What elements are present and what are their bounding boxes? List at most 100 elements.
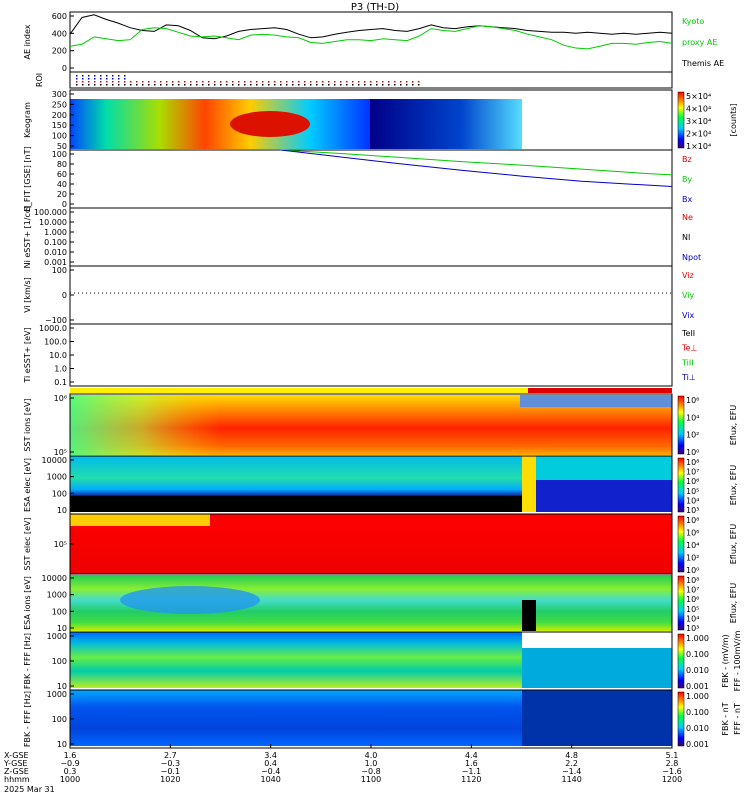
bfit-legend-item: By	[682, 175, 692, 184]
ae-series-0	[69, 14, 673, 40]
x-axis-row-label: Z-GSE	[4, 767, 29, 776]
ae-ylabel: AE index	[23, 24, 32, 59]
roi-dot	[316, 81, 318, 83]
roi-dot	[316, 84, 318, 86]
roi-dot	[310, 84, 312, 86]
x-axis-tick-z: −1.4	[562, 767, 581, 776]
fbk_fff-colorbar-tick: 0.100	[686, 650, 709, 659]
fbk2-right	[522, 690, 672, 746]
esa_e-colorbar-tick: 10⁴	[686, 496, 699, 505]
sst_e-ylabel: SST elec [eV]	[23, 517, 32, 570]
esa_i-colorbar-tick: 10⁷	[686, 586, 699, 595]
ni-legend-item: Ne	[682, 213, 693, 222]
ti-ytick-label: 100.0	[44, 338, 67, 347]
fbk-right-top	[522, 632, 672, 648]
x-axis-tick-y: 0.4	[264, 759, 277, 768]
esa_i-ytick-label: 10	[57, 624, 67, 633]
bfit-ytick-label: 20	[57, 190, 67, 199]
roi-dot	[94, 78, 96, 80]
sst_e-ytick-label: 10⁵	[54, 540, 67, 549]
sst_e-colorbar-tick: 10⁰	[686, 566, 699, 575]
roi-dot	[100, 84, 102, 86]
esa-elec-right-low	[536, 480, 672, 512]
esa_e-colorbar-tick: 10⁸	[686, 458, 699, 467]
ni-frame	[69, 207, 673, 267]
fbk_fff2-ytick-label: 1000	[47, 690, 67, 699]
roi-dot	[250, 81, 252, 83]
roi-dot	[118, 78, 120, 80]
roi-dot	[280, 84, 282, 86]
ae-legend-item: Themis AE	[681, 59, 724, 68]
sst_i-colorbar-label: Eflux, EFU	[729, 405, 738, 446]
roi-dot	[100, 81, 102, 83]
sst_e-colorbar-tick: 10²	[686, 554, 699, 563]
keogram-colorbar-tick: 5×10⁴	[686, 92, 711, 101]
bfit-ylabel: B_FIT [GSE] [nT]	[23, 146, 32, 211]
roi-dot	[166, 84, 168, 86]
fbk_fff-colorbar-tick: 0.010	[686, 666, 709, 675]
x-axis-tick-hhmm: 1140	[561, 775, 581, 784]
vi-frame	[69, 265, 673, 325]
roi-dot	[142, 81, 144, 83]
roi-dot	[370, 81, 372, 83]
ae-series-1	[69, 25, 673, 50]
roi-dot	[124, 78, 126, 80]
keogram-hotspot	[230, 111, 310, 137]
keogram-colorbar	[677, 91, 685, 149]
roi-dot	[394, 84, 396, 86]
roi-dot	[100, 78, 102, 80]
roi-dot	[286, 84, 288, 86]
fbk_fff2-colorbar	[677, 691, 685, 747]
keogram-colorbar-label: [counts]	[729, 104, 738, 137]
roi-dot	[184, 84, 186, 86]
x-axis-tick-z: −1.6	[662, 767, 681, 776]
roi-dot	[142, 84, 144, 86]
roi-dot	[340, 84, 342, 86]
roi-dot	[388, 81, 390, 83]
roi-dot	[112, 75, 114, 77]
fbk2-image	[70, 690, 522, 746]
roi-dot	[262, 81, 264, 83]
roi-dot	[352, 84, 354, 86]
fbk_fff-ytick-label: 1000	[47, 632, 67, 641]
esa_e-colorbar-tick: 10⁷	[686, 468, 699, 477]
roi-dot	[118, 84, 120, 86]
fbk_fff2-colorbar-tick: 0.100	[686, 708, 709, 717]
keogram-band-1	[70, 99, 370, 149]
roi-dot	[112, 78, 114, 80]
roi-dot	[334, 84, 336, 86]
ae-ytick-label: 600	[52, 12, 67, 21]
roi-dot	[136, 81, 138, 83]
roi-dot	[178, 81, 180, 83]
roi-dot	[88, 81, 90, 83]
fbk_fff2-colorbar-tick: 0.010	[686, 724, 709, 733]
roi-dot	[244, 81, 246, 83]
x-axis-row-label: Y-GSE	[3, 759, 27, 768]
fbk_fff-ytick-label: 10	[57, 682, 67, 691]
keogram-ytick-label: 100	[52, 132, 67, 141]
ae-ytick-label: 400	[52, 29, 67, 38]
keogram-ylabel: Keogram	[23, 102, 32, 138]
roi-dot	[262, 84, 264, 86]
fbk_fff2-colorbar-tick: 1.000	[686, 692, 709, 701]
data-lines	[69, 14, 673, 294]
ni-ytick-label: 0.100	[44, 238, 67, 247]
roi-dot	[208, 81, 210, 83]
roi-dot	[370, 84, 372, 86]
x-axis-tick-y: −0.3	[161, 759, 180, 768]
roi-dot	[226, 84, 228, 86]
roi-dot	[220, 84, 222, 86]
roi-dot	[106, 75, 108, 77]
roi-dot	[172, 84, 174, 86]
esa_i-ytick-label: 100	[52, 607, 67, 616]
roi-dot	[238, 81, 240, 83]
roi-dot	[292, 84, 294, 86]
roi-dot	[124, 84, 126, 86]
esa_e-ytick-label: 10000	[42, 456, 67, 465]
fbk-image	[70, 632, 522, 688]
roi-dot	[400, 81, 402, 83]
roi-dot	[388, 84, 390, 86]
sst_i-colorbar	[677, 395, 685, 455]
ae-ytick-label: 0	[62, 64, 67, 73]
bfit-ytick-label: 100	[52, 150, 67, 159]
